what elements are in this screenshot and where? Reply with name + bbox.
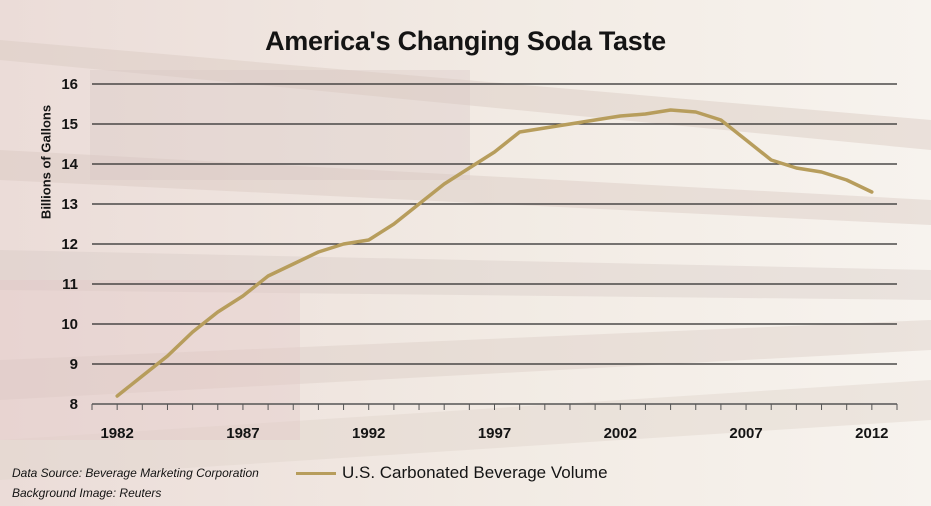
y-tick-label-8: 8 [70, 396, 78, 413]
y-tick-label-13: 13 [61, 196, 78, 213]
x-tick-label-2007: 2007 [729, 425, 762, 442]
x-tick-label-2002: 2002 [604, 425, 637, 442]
data-source-note: Data Source: Beverage Marketing Corporat… [12, 466, 259, 480]
series-line-0 [115, 108, 874, 398]
source-notes: Data Source: Beverage Marketing Corporat… [12, 463, 259, 503]
y-tick-label-12: 12 [61, 236, 78, 253]
legend-swatch [296, 471, 336, 475]
y-tick-label-10: 10 [61, 316, 78, 333]
y-tick-label-15: 15 [61, 116, 78, 133]
y-axis-label-text: Billions of Gallons [38, 104, 54, 220]
y-tick-label-9: 9 [70, 356, 78, 373]
y-tick-label-16: 16 [61, 76, 78, 93]
x-tick-label-1987: 1987 [226, 425, 259, 442]
y-axis-ticks: 8 9 10 11 12 13 14 15 16 [61, 76, 78, 413]
y-tick-label-14: 14 [61, 156, 78, 173]
legend: U.S. Carbonated Beverage Volume [296, 461, 608, 485]
legend-label: U.S. Carbonated Beverage Volume [342, 463, 608, 482]
x-tick-label-1992: 1992 [352, 425, 385, 442]
x-tick-label-2012: 2012 [855, 425, 888, 442]
series-lines [115, 108, 874, 398]
x-tick-label-1982: 1982 [100, 425, 133, 442]
x-axis [91, 403, 898, 410]
x-axis-ticks: 1982 1987 1992 1997 2002 2007 2012 [100, 425, 888, 442]
chart-title: America's Changing Soda Taste [265, 26, 666, 56]
background-image-credit: Background Image: Reuters [12, 486, 162, 500]
y-tick-label-11: 11 [62, 276, 78, 293]
gridlines [92, 83, 897, 365]
x-tick-label-1997: 1997 [478, 425, 511, 442]
